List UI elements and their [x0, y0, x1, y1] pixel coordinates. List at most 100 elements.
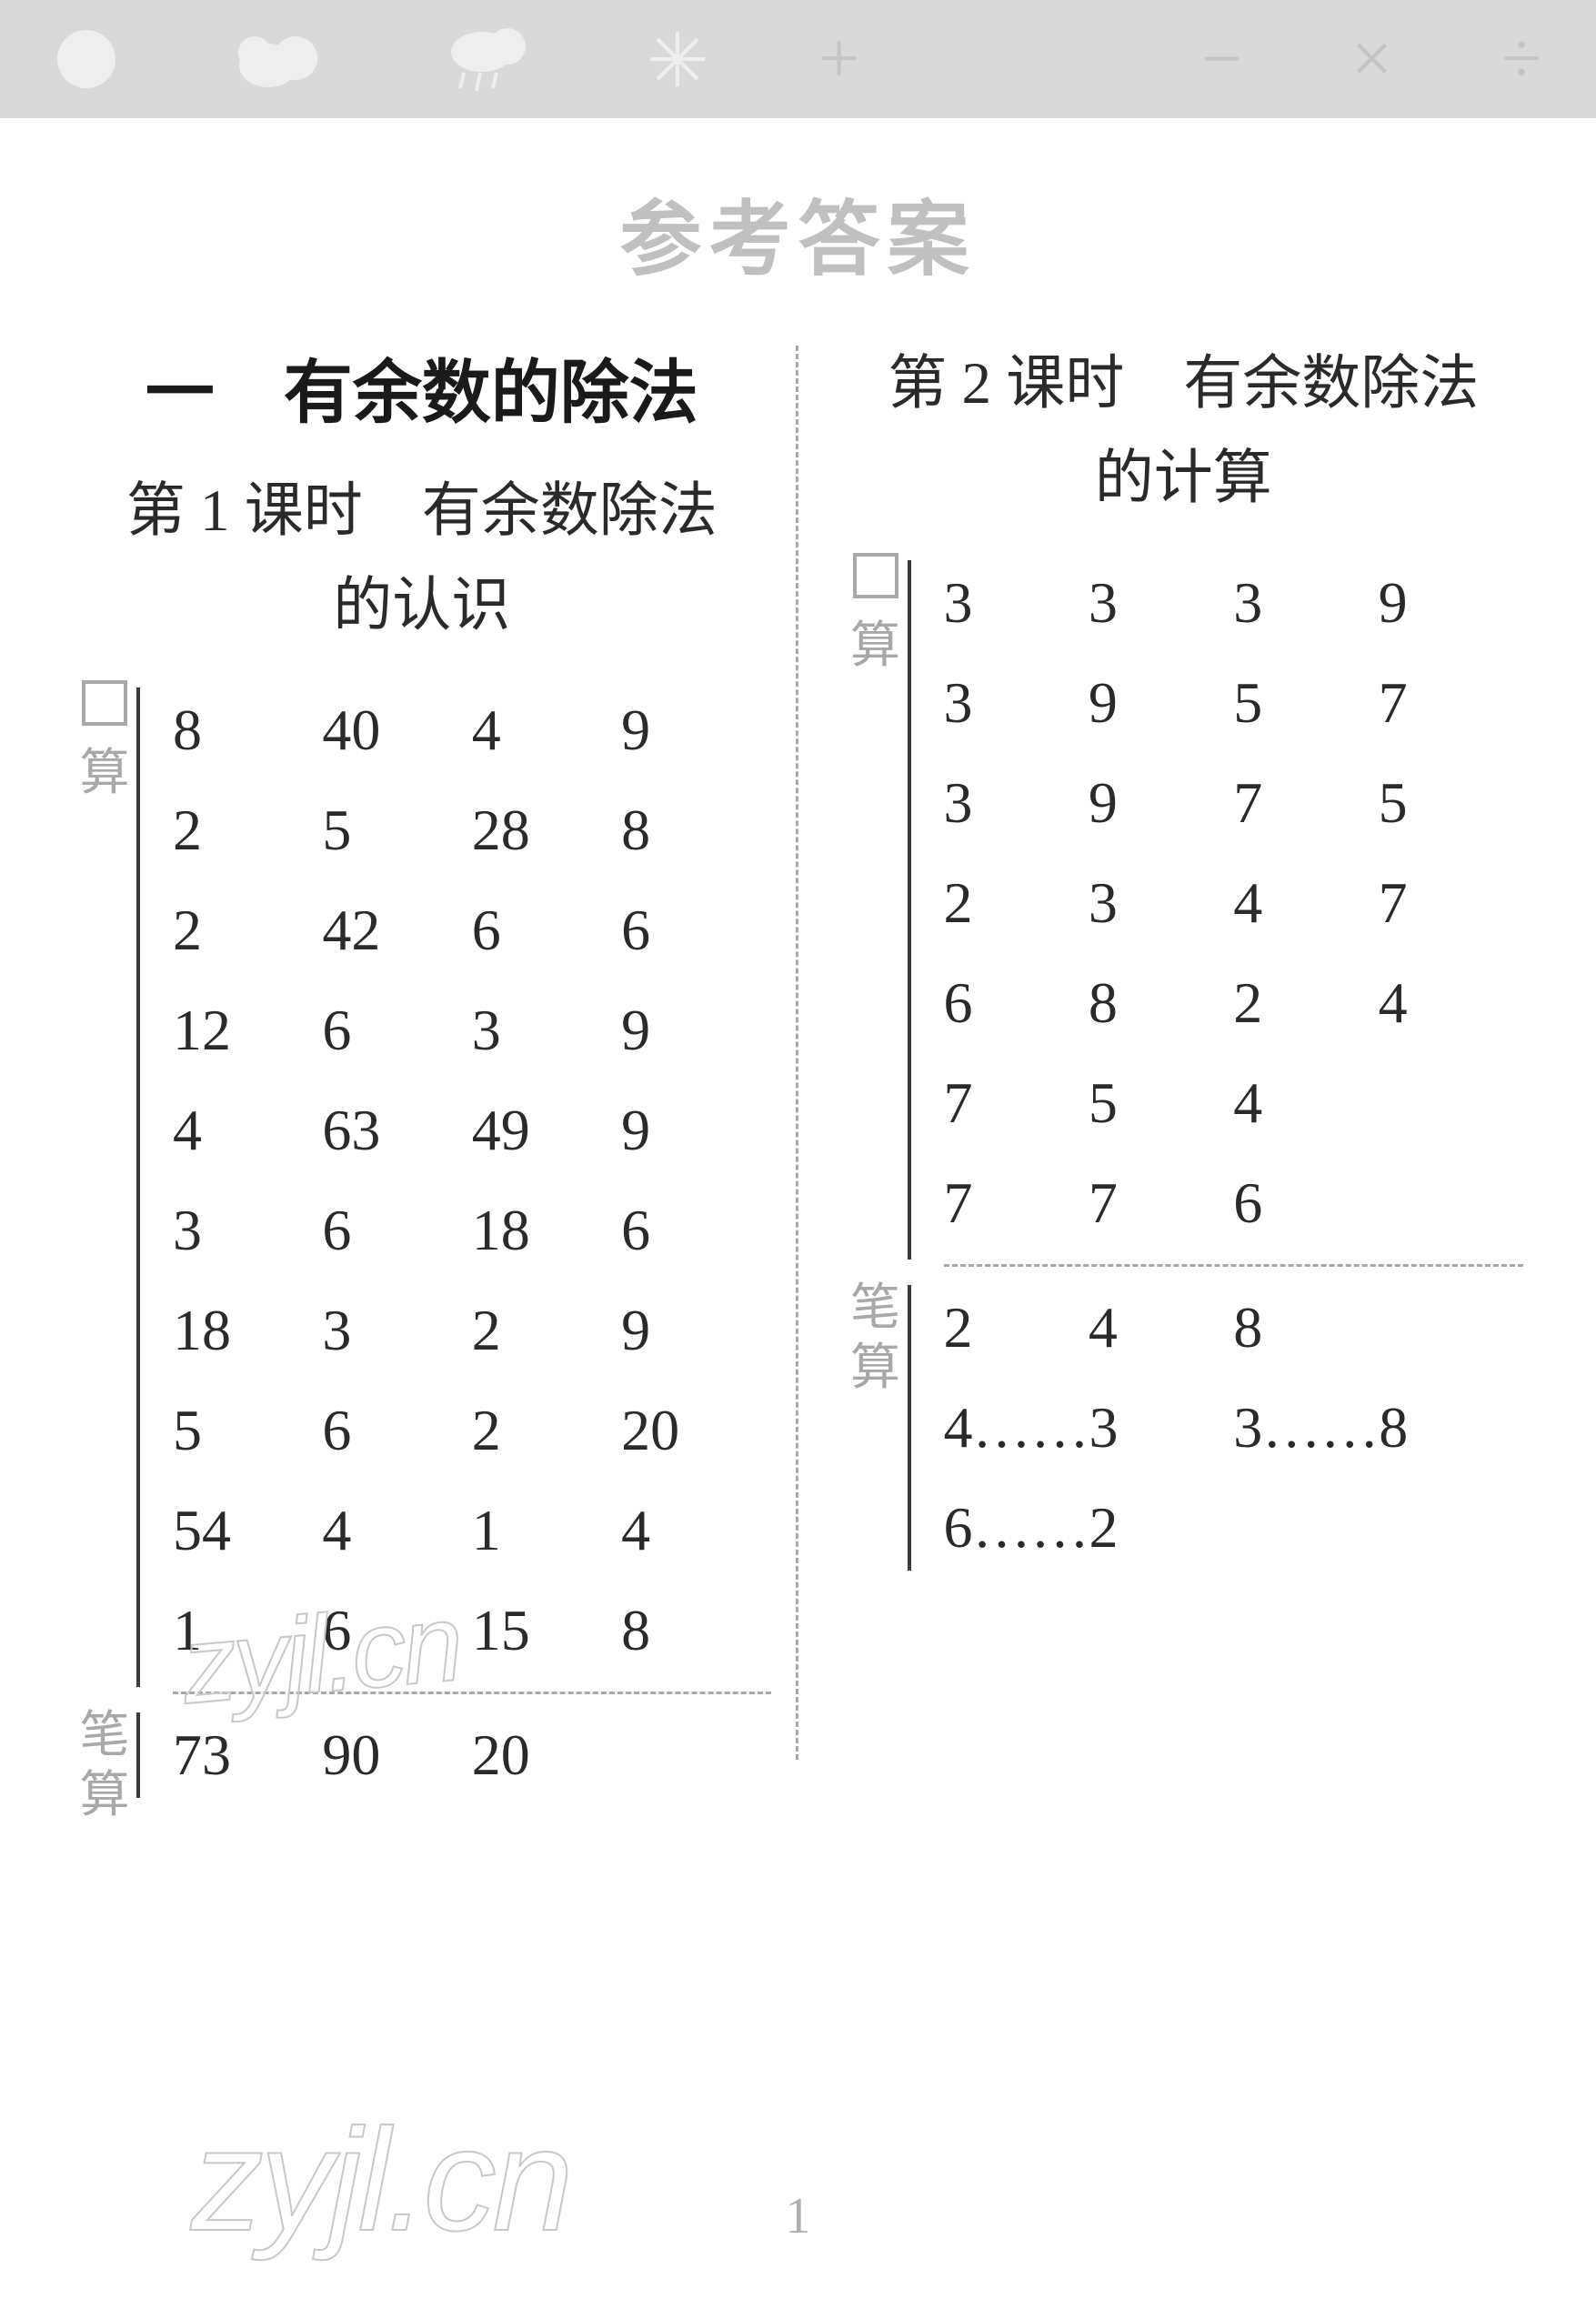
kousuan-block-left: 算 84049 25288 24266 12639 463499 36186 1… — [73, 680, 771, 1694]
table-row: 754 — [917, 1053, 1524, 1153]
num-cell: 4 — [1089, 1294, 1233, 1361]
num-cell: 4 — [472, 697, 621, 764]
bisuan-block-left: 笔 算 739020 — [73, 1705, 771, 1805]
left-column: 一 有余数的除法 第 1 课时 有余数除法 的认识 算 84049 25288 … — [73, 336, 798, 1814]
table-row: 3957 — [917, 653, 1524, 753]
num-cell: 6 — [621, 1197, 770, 1264]
num-cell: 6 — [322, 1397, 471, 1464]
num-cell: 2 — [472, 1397, 621, 1464]
num-cell — [621, 1722, 770, 1789]
num-cell: 7 — [944, 1069, 1089, 1137]
num-cell: 2 — [173, 797, 322, 864]
num-cell: 9 — [621, 997, 770, 1064]
bisuan-char2: 算 — [79, 1767, 129, 1822]
num-cell — [1379, 1170, 1523, 1237]
table-row: 463499 — [146, 1080, 771, 1180]
num-cell: 3……8 — [1233, 1394, 1523, 1461]
num-cell: 6 — [944, 969, 1089, 1037]
num-cell: 4 — [1233, 869, 1378, 937]
num-cell: 18 — [173, 1297, 322, 1364]
num-cell: 20 — [472, 1722, 621, 1789]
num-cell: 54 — [173, 1497, 322, 1564]
num-cell: 4……3 — [944, 1394, 1234, 1461]
page-title: 参考答案 — [0, 173, 1596, 291]
num-cell: 8 — [1233, 1294, 1378, 1361]
num-cell: 3 — [944, 769, 1089, 837]
num-cell: 2 — [944, 1294, 1089, 1361]
num-cell — [1379, 1294, 1523, 1361]
bisuan-char2: 算 — [850, 1340, 900, 1395]
num-cell: 5 — [1379, 769, 1523, 837]
num-cell: 5 — [1089, 1069, 1233, 1137]
num-cell: 3 — [472, 997, 621, 1064]
num-cell: 7 — [1089, 1170, 1233, 1237]
minus-icon: − — [1201, 18, 1242, 101]
num-cell: 4 — [173, 1097, 322, 1164]
table-row: 6……2 — [917, 1478, 1524, 1578]
vertical-line — [908, 1285, 911, 1571]
bisuan-char1: 笔 — [850, 1280, 900, 1335]
num-cell: 1 — [173, 1597, 322, 1664]
num-cell: 18 — [472, 1197, 621, 1264]
rain-cloud-icon — [437, 23, 537, 95]
num-cell: 3 — [944, 569, 1089, 637]
num-cell: 5 — [322, 797, 471, 864]
num-cell: 3 — [944, 669, 1089, 737]
num-cell: 2 — [1233, 969, 1378, 1037]
table-row: 18329 — [146, 1280, 771, 1380]
num-cell: 2 — [944, 869, 1089, 937]
table-row: 3339 — [917, 553, 1524, 653]
num-cell: 42 — [322, 897, 471, 964]
num-cell: 8 — [1089, 969, 1233, 1037]
num-cell: 7 — [1379, 669, 1523, 737]
square-icon — [853, 553, 898, 598]
num-cell: 9 — [621, 1097, 770, 1164]
num-cell: 6 — [472, 897, 621, 964]
circle-icon — [55, 27, 118, 91]
lesson-line1: 第 1 课时 有余数除法 — [73, 464, 771, 558]
num-cell: 20 — [621, 1397, 770, 1464]
num-cell: 4 — [621, 1497, 770, 1564]
bisuan-char1: 笔 — [79, 1707, 129, 1762]
num-cell: 8 — [621, 1597, 770, 1664]
num-cell: 6 — [322, 1597, 471, 1664]
num-cell: 5 — [1233, 669, 1378, 737]
num-cell: 8 — [173, 697, 322, 764]
table-row: 25288 — [146, 780, 771, 880]
num-cell: 7 — [944, 1170, 1089, 1237]
num-cell: 5 — [173, 1397, 322, 1464]
num-cell: 9 — [1089, 669, 1233, 737]
page-number: 1 — [786, 2187, 811, 2245]
table-row: 54414 — [146, 1481, 771, 1581]
num-cell: 3 — [173, 1197, 322, 1264]
lesson-title-left: 第 1 课时 有余数除法 的认识 — [73, 464, 771, 653]
num-cell: 9 — [1379, 569, 1523, 637]
num-cell: 1 — [472, 1497, 621, 1564]
table-row: 6824 — [917, 953, 1524, 1053]
num-cell: 4 — [1379, 969, 1523, 1037]
content-area: 一 有余数的除法 第 1 课时 有余数除法 的认识 算 84049 25288 … — [0, 336, 1596, 1814]
table-row: 12639 — [146, 980, 771, 1080]
lesson-line2: 的计算 — [844, 431, 1524, 526]
num-cell: 7 — [1379, 869, 1523, 937]
table-row: 2347 — [917, 853, 1524, 953]
right-column: 第 2 课时 有余数除法 的计算 算 3339 3957 3975 2347 6… — [798, 336, 1524, 1814]
num-cell: 6 — [322, 997, 471, 1064]
num-cell: 6 — [621, 897, 770, 964]
lesson-line2: 的认识 — [73, 558, 771, 653]
table-row: 24266 — [146, 880, 771, 980]
watermark-bottom: zyjl.cn — [191, 2096, 570, 2264]
num-cell: 9 — [621, 697, 770, 764]
num-cell: 12 — [173, 997, 322, 1064]
num-cell: 3 — [1089, 569, 1233, 637]
num-cell: 15 — [472, 1597, 621, 1664]
table-row: 248 — [917, 1278, 1524, 1378]
num-cell: 40 — [322, 697, 471, 764]
kousuan-char: 算 — [79, 745, 129, 800]
kousuan-char: 算 — [850, 617, 900, 673]
bisuan-label: 笔 算 — [73, 1705, 136, 1825]
table-row: 739020 — [146, 1705, 771, 1805]
num-cell: 3 — [1089, 869, 1233, 937]
num-cell: 9 — [1089, 769, 1233, 837]
snowflake-icon — [646, 27, 709, 91]
